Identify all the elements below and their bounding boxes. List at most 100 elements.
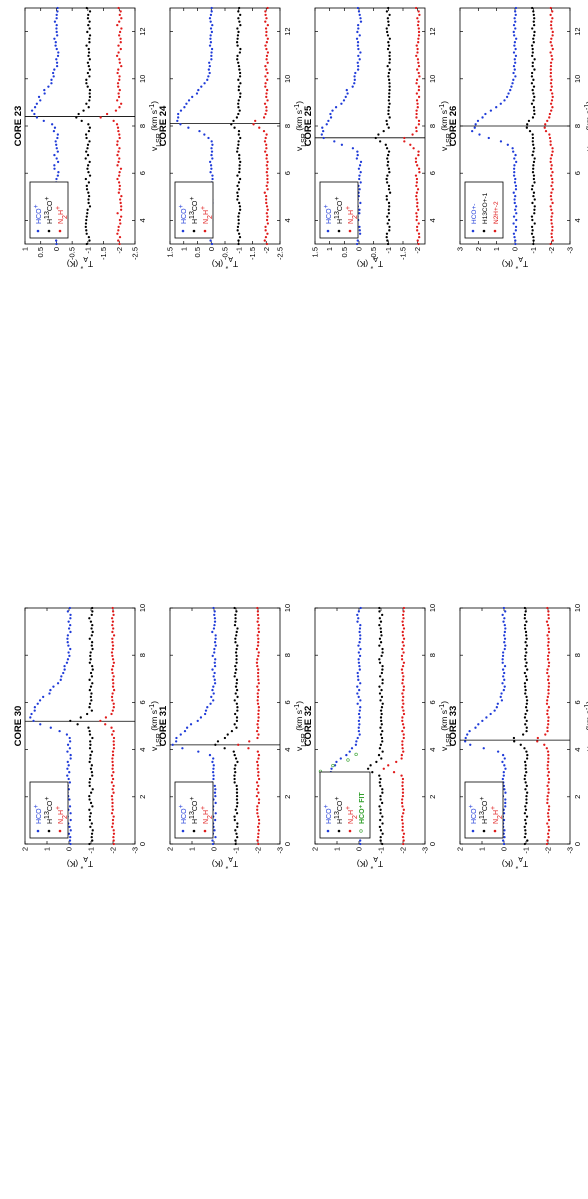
data-point-hcop xyxy=(513,157,516,160)
data-point-n2hp xyxy=(547,818,551,822)
data-point-hcop xyxy=(69,842,72,846)
data-point-h13cop xyxy=(89,753,92,757)
data-point-hcop xyxy=(501,753,505,757)
legend-marker xyxy=(47,229,51,233)
data-point-n2hp xyxy=(546,729,549,733)
data-point-hcop xyxy=(515,212,518,215)
data-point-hcop xyxy=(67,764,70,767)
data-point-n2hp xyxy=(256,613,260,616)
data-point-n2hp xyxy=(256,736,259,740)
data-point-n2hp xyxy=(545,842,549,846)
data-point-n2hp xyxy=(120,17,123,20)
data-point-h13cop xyxy=(91,805,94,808)
legend-box xyxy=(319,181,359,239)
data-point-hcop xyxy=(505,95,509,99)
data-point-n2hp xyxy=(256,664,259,668)
data-point-hcop xyxy=(212,699,215,702)
data-point-hcop xyxy=(514,10,517,13)
data-point-h13cop xyxy=(90,822,93,825)
data-point-h13cop xyxy=(235,726,238,729)
data-point-n2hp xyxy=(401,743,404,746)
data-point-n2hp xyxy=(266,99,269,102)
data-point-n2hp xyxy=(417,85,421,88)
data-point-n2hp xyxy=(257,712,260,716)
data-point-h13cop xyxy=(532,191,536,194)
data-point-h13cop xyxy=(386,153,390,157)
data-point-n2hp xyxy=(265,184,268,188)
data-point-n2hp xyxy=(402,702,405,705)
data-point-h13cop xyxy=(380,654,383,658)
data-point-hcop xyxy=(503,99,506,102)
data-point-h13cop xyxy=(531,27,534,30)
data-point-h13cop xyxy=(525,651,528,654)
data-point-n2hp xyxy=(415,109,418,112)
data-point-hcop xyxy=(68,771,71,774)
data-point-h13cop xyxy=(233,712,237,716)
data-point-n2hp xyxy=(401,620,404,623)
data-point-hcop xyxy=(514,47,517,51)
data-point-n2hp xyxy=(550,236,553,239)
data-point-hcop xyxy=(210,47,214,51)
data-point-h13cop xyxy=(237,133,240,136)
plot-frame xyxy=(314,607,426,845)
data-point-n2hp xyxy=(111,678,114,681)
data-point-n2hp xyxy=(111,685,115,688)
data-point-n2hp xyxy=(401,798,404,801)
data-point-n2hp xyxy=(401,818,404,822)
legend-label: HCO+ xyxy=(33,204,44,224)
data-point-h13cop xyxy=(388,51,391,54)
y-tick-label: 1 xyxy=(188,847,197,851)
data-point-hcop xyxy=(181,747,184,750)
panel-title: CORE 32 xyxy=(303,706,314,747)
y-axis-label: TA * (K) xyxy=(212,256,238,270)
data-point-n2hp xyxy=(119,10,122,13)
data-point-n2hp xyxy=(549,242,552,246)
data-point-h13cop xyxy=(532,150,535,153)
data-point-h13cop xyxy=(388,82,391,85)
data-point-h13cop xyxy=(532,164,535,167)
data-point-n2hp xyxy=(264,10,267,13)
data-point-n2hp xyxy=(551,177,554,181)
data-point-n2hp xyxy=(257,829,260,832)
legend-marker xyxy=(326,829,330,833)
data-point-hcop xyxy=(56,174,60,177)
data-point-n2hp xyxy=(118,184,121,188)
data-point-hcop xyxy=(53,164,56,167)
plot-frame xyxy=(24,607,136,845)
data-point-n2hp xyxy=(257,771,260,774)
legend: HCO+H13CO+N2H+ xyxy=(174,181,214,239)
data-point-hcop xyxy=(203,712,207,716)
data-point-h13cop xyxy=(235,688,239,692)
data-point-n2hp xyxy=(111,753,115,757)
y-tick-label: 0 xyxy=(500,847,509,851)
data-point-n2hp xyxy=(256,723,259,726)
data-point-n2hp xyxy=(415,194,418,198)
data-point-hcop xyxy=(502,606,506,610)
x-tick-label: 0 xyxy=(573,842,582,846)
data-point-h13cop xyxy=(531,61,534,64)
data-point-n2hp xyxy=(257,822,261,825)
data-point-h13cop xyxy=(385,10,389,13)
data-point-h13cop xyxy=(239,160,242,164)
data-point-n2hp xyxy=(112,829,115,832)
fit-point xyxy=(331,764,335,768)
data-point-h13cop xyxy=(236,147,239,150)
data-point-h13cop xyxy=(525,798,528,801)
data-point-h13cop xyxy=(532,10,535,13)
data-point-n2hp xyxy=(546,606,549,610)
data-point-n2hp xyxy=(401,692,404,695)
data-point-hcop xyxy=(513,198,516,201)
data-point-h13cop xyxy=(234,808,237,811)
data-point-hcop xyxy=(359,842,362,846)
data-point-h13cop xyxy=(379,777,382,781)
data-point-n2hp xyxy=(401,781,404,784)
data-point-h13cop xyxy=(381,791,384,794)
data-point-h13cop xyxy=(88,10,92,13)
data-point-hcop xyxy=(358,664,361,668)
data-point-h13cop xyxy=(88,126,92,129)
data-point-h13cop xyxy=(386,239,389,242)
data-point-n2hp xyxy=(401,716,404,719)
data-point-h13cop xyxy=(90,692,93,695)
data-point-n2hp xyxy=(257,637,260,640)
data-point-hcop xyxy=(514,27,517,30)
